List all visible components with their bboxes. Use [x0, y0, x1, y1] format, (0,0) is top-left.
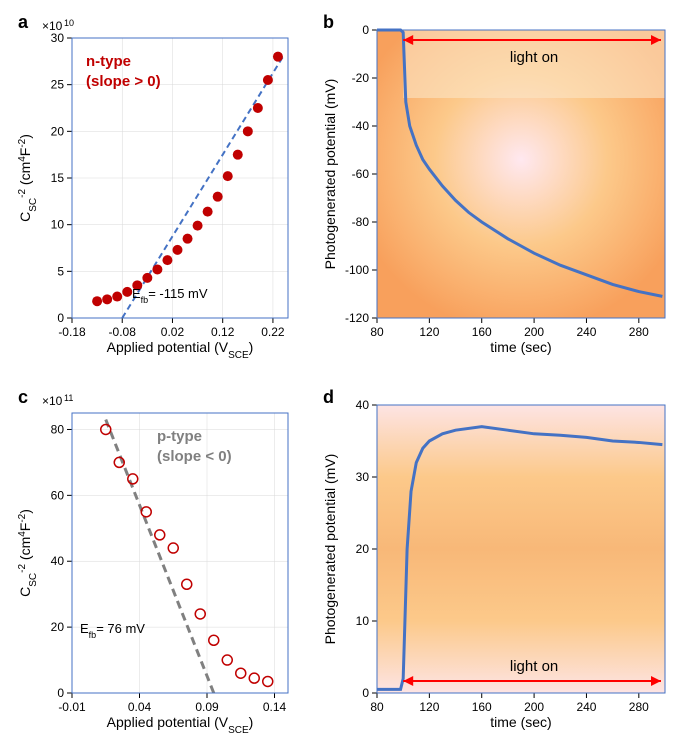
- svg-text:0.22: 0.22: [261, 325, 285, 339]
- svg-text:11: 11: [64, 393, 73, 403]
- svg-text:20: 20: [51, 124, 65, 138]
- chart-c: -0.01 0.04 0.09 0.14 0 20 40 60 80 ×1011 Applied p…: [10, 385, 300, 745]
- svg-text:10: 10: [51, 218, 65, 232]
- svg-text:-0.18: -0.18: [58, 325, 86, 339]
- svg-text:120: 120: [419, 700, 439, 714]
- chart-b: 80 120 160 200 240 280 -120 -100 -80 -60 -40 -20 0 li…: [315, 10, 675, 370]
- svg-text:0.09: 0.09: [195, 700, 219, 714]
- chart-d: 80 120 160 200 240 280 0 10 20 30 40 light on time (…: [315, 385, 675, 745]
- svg-text:(slope > 0): (slope > 0): [86, 73, 161, 90]
- svg-text:0.02: 0.02: [161, 325, 185, 339]
- svg-text:80: 80: [51, 422, 65, 436]
- svg-text:0.14: 0.14: [263, 700, 287, 714]
- svg-text:20: 20: [51, 620, 65, 634]
- svg-text:-0.08: -0.08: [109, 325, 137, 339]
- svg-text:240: 240: [576, 700, 596, 714]
- panel-c-label: c: [18, 387, 28, 408]
- svg-text:CSC-2 (cm4F-2): CSC-2 (cm4F-2): [17, 509, 39, 597]
- panel-d-label: d: [323, 387, 334, 408]
- svg-text:30: 30: [51, 31, 65, 45]
- panel-a-label: a: [18, 12, 28, 33]
- svg-text:20: 20: [356, 542, 370, 556]
- svg-text:60: 60: [51, 488, 65, 502]
- svg-text:30: 30: [356, 470, 370, 484]
- svg-text:0: 0: [57, 311, 64, 325]
- svg-text:CSC-2 (cm4F-2): CSC-2 (cm4F-2): [17, 134, 39, 222]
- svg-text:5: 5: [57, 264, 64, 278]
- panel-a: a -0.18-0.080.020.120.22051015202530×101…: [10, 10, 300, 370]
- svg-text:time (sec): time (sec): [490, 714, 551, 730]
- svg-text:light on: light on: [510, 49, 558, 66]
- svg-text:80: 80: [370, 325, 384, 339]
- svg-text:0: 0: [57, 686, 64, 700]
- panel-b: b 80 120 160 200 240 280 -120 -100 -80 -60 -40 -20 0…: [315, 10, 675, 370]
- svg-text:200: 200: [524, 700, 544, 714]
- svg-text:15: 15: [51, 171, 65, 185]
- svg-text:(slope < 0): (slope < 0): [157, 448, 232, 465]
- panel-b-label: b: [323, 12, 334, 33]
- svg-text:280: 280: [629, 325, 649, 339]
- svg-text:10: 10: [64, 18, 74, 28]
- svg-text:120: 120: [419, 325, 439, 339]
- svg-text:Photogenerated potential (mV): Photogenerated potential (mV): [322, 454, 338, 645]
- svg-text:-40: -40: [352, 119, 370, 133]
- svg-text:0: 0: [362, 686, 369, 700]
- panel-d: d 80 120 160 200 240 280 0 10 20 30 40 light on time…: [315, 385, 675, 745]
- svg-text:-100: -100: [345, 263, 369, 277]
- svg-text:160: 160: [472, 700, 492, 714]
- svg-text:Applied potential (VSCE): Applied potential (VSCE): [107, 714, 254, 736]
- svg-text:25: 25: [51, 78, 65, 92]
- svg-text:×10: ×10: [42, 394, 63, 408]
- svg-text:-0.01: -0.01: [58, 700, 86, 714]
- svg-text:-80: -80: [352, 215, 370, 229]
- svg-text:Applied potential (VSCE): Applied potential (VSCE): [107, 339, 254, 361]
- svg-text:Photogenerated potential (mV): Photogenerated potential (mV): [322, 79, 338, 270]
- svg-text:n-type: n-type: [86, 53, 131, 70]
- svg-text:160: 160: [472, 325, 492, 339]
- svg-text:200: 200: [524, 325, 544, 339]
- svg-text:0: 0: [362, 23, 369, 37]
- svg-text:0.04: 0.04: [128, 700, 152, 714]
- figure-grid: a -0.18-0.080.020.120.22051015202530×101…: [10, 10, 675, 745]
- svg-text:40: 40: [51, 554, 65, 568]
- svg-text:-120: -120: [345, 311, 369, 325]
- svg-text:0.12: 0.12: [211, 325, 235, 339]
- svg-text:time (sec): time (sec): [490, 339, 551, 355]
- chart-a: -0.18-0.080.020.120.22051015202530×1010A…: [10, 10, 300, 370]
- svg-text:40: 40: [356, 398, 370, 412]
- svg-text:240: 240: [576, 325, 596, 339]
- svg-text:×10: ×10: [42, 19, 63, 33]
- svg-text:p-type: p-type: [157, 428, 202, 445]
- svg-text:-20: -20: [352, 71, 370, 85]
- svg-text:light on: light on: [510, 658, 558, 675]
- svg-text:280: 280: [629, 700, 649, 714]
- panel-c: c -0.01 0.04 0.09 0.14 0 20 40 60 80 ×1011 Applied…: [10, 385, 300, 745]
- svg-text:-60: -60: [352, 167, 370, 181]
- svg-text:10: 10: [356, 614, 370, 628]
- svg-text:80: 80: [370, 700, 384, 714]
